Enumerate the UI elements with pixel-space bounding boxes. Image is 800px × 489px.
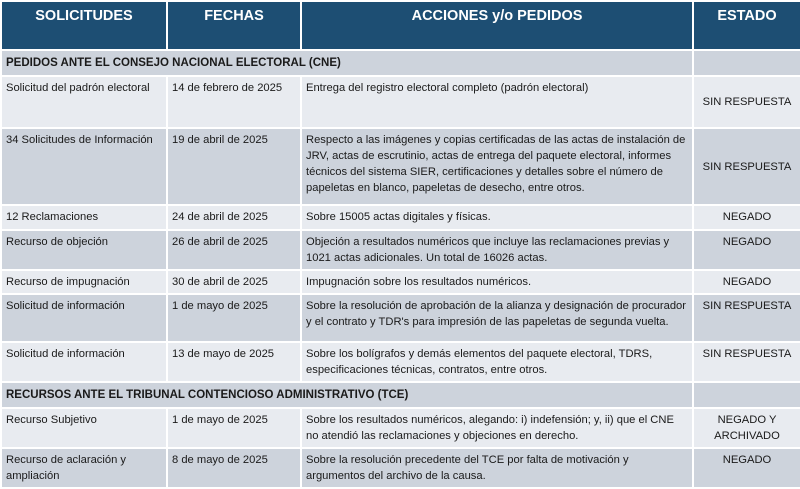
estado-cell: NEGADO Y ARCHIVADO — [692, 407, 800, 449]
solicitud-cell: Recurso Subjetivo — [0, 407, 168, 449]
solicitud-cell: Recurso de impugnación — [0, 269, 168, 295]
table-header-row: SOLICITUDES FECHAS ACCIONES y/o PEDIDOS … — [0, 0, 800, 51]
table-row: Solicitud del padrón electoral 14 de febr… — [0, 75, 800, 129]
table-row: 34 Solicitudes de Información 19 de abril… — [0, 127, 800, 206]
fecha-cell: 30 de abril de 2025 — [166, 269, 302, 295]
accion-cell: Respecto a las imágenes y copias certifi… — [300, 127, 694, 206]
header-estado: ESTADO — [692, 0, 800, 51]
accion-cell: Sobre la resolución precedente del TCE p… — [300, 447, 694, 489]
estado-cell: NEGADO — [692, 269, 800, 295]
solicitud-cell: Solicitud de información — [0, 341, 168, 383]
fecha-cell: 8 de mayo de 2025 — [166, 447, 302, 489]
solicitud-cell: 34 Solicitudes de Información — [0, 127, 168, 206]
accion-cell: Objeción a resultados numéricos que incl… — [300, 229, 694, 271]
accion-cell: Impugnación sobre los resultados numéric… — [300, 269, 694, 295]
fecha-cell: 24 de abril de 2025 — [166, 204, 302, 231]
estado-cell: SIN RESPUESTA — [692, 127, 800, 206]
table-row: Recurso de objeción 26 de abril de 2025 Ob… — [0, 229, 800, 271]
solicitud-cell: Recurso de aclaración y ampliación — [0, 447, 168, 489]
section-empty-cell — [692, 381, 800, 409]
accion-cell: Sobre los resultados numéricos, alegando… — [300, 407, 694, 449]
estado-cell: NEGADO — [692, 229, 800, 271]
section-row: RECURSOS ANTE EL TRIBUNAL CONTENCIOSO AD… — [0, 381, 800, 409]
solicitud-cell: Solicitud del padrón electoral — [0, 75, 168, 129]
header-fechas: FECHAS — [166, 0, 302, 51]
accion-cell: Sobre los bolígrafos y demás elementos d… — [300, 341, 694, 383]
table-row: Recurso de aclaración y ampliación 8 de m… — [0, 447, 800, 489]
fecha-cell: 1 de mayo de 2025 — [166, 407, 302, 449]
table-row: Recurso Subjetivo 1 de mayo de 2025 Sobre … — [0, 407, 800, 449]
section-row: PEDIDOS ANTE EL CONSEJO NACIONAL ELECTOR… — [0, 49, 800, 77]
table-row: Recurso de impugnación 30 de abril de 202… — [0, 269, 800, 295]
section-title: RECURSOS ANTE EL TRIBUNAL CONTENCIOSO AD… — [0, 381, 694, 409]
estado-cell: SIN RESPUESTA — [692, 293, 800, 343]
fecha-cell: 13 de mayo de 2025 — [166, 341, 302, 383]
solicitud-cell: Solicitud de información — [0, 293, 168, 343]
solicitud-cell: 12 Reclamaciones — [0, 204, 168, 231]
table-row: 12 Reclamaciones 24 de abril de 2025 Sobre… — [0, 204, 800, 231]
estado-cell: SIN RESPUESTA — [692, 75, 800, 129]
estado-cell: SIN RESPUESTA — [692, 341, 800, 383]
accion-cell: Entrega del registro electoral completo … — [300, 75, 694, 129]
section-empty-cell — [692, 49, 800, 77]
fecha-cell: 1 de mayo de 2025 — [166, 293, 302, 343]
fecha-cell: 19 de abril de 2025 — [166, 127, 302, 206]
fecha-cell: 14 de febrero de 2025 — [166, 75, 302, 129]
table-row: Solicitud de información 13 de mayo de 20… — [0, 341, 800, 383]
estado-cell: NEGADO — [692, 204, 800, 231]
solicitud-cell: Recurso de objeción — [0, 229, 168, 271]
section-title: PEDIDOS ANTE EL CONSEJO NACIONAL ELECTOR… — [0, 49, 694, 77]
fecha-cell: 26 de abril de 2025 — [166, 229, 302, 271]
header-solicitudes: SOLICITUDES — [0, 0, 168, 51]
estado-cell: NEGADO — [692, 447, 800, 489]
table-row: Solicitud de información 1 de mayo de 202… — [0, 293, 800, 343]
accion-cell: Sobre 15005 actas digitales y físicas. — [300, 204, 694, 231]
accion-cell: Sobre la resolución de aprobación de la … — [300, 293, 694, 343]
header-acciones: ACCIONES y/o PEDIDOS — [300, 0, 694, 51]
